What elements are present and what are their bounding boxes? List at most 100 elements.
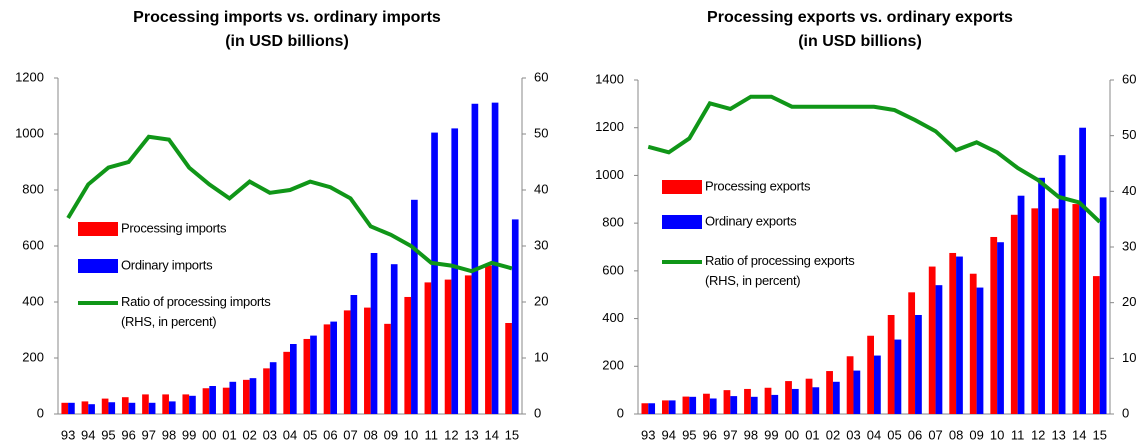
- x-tick-label: 05: [887, 427, 901, 442]
- x-tick-label: 97: [142, 427, 156, 442]
- bar: [997, 242, 1004, 414]
- bar: [1099, 197, 1107, 414]
- bar: [791, 388, 799, 414]
- bar: [689, 396, 697, 414]
- legend-label: Ordinary imports: [121, 257, 213, 272]
- bar: [867, 335, 874, 414]
- bar: [283, 351, 290, 414]
- bar: [310, 335, 317, 414]
- x-tick-label: 96: [121, 427, 135, 442]
- y-tick-label: 1200: [15, 69, 44, 84]
- bar: [1058, 155, 1066, 414]
- y2-tick-label: 10: [1122, 350, 1136, 365]
- x-tick-label: 05: [303, 427, 317, 442]
- x-tick-label: 11: [424, 427, 438, 442]
- x-tick-label: 14: [1072, 427, 1086, 442]
- bar: [471, 103, 479, 414]
- bar: [485, 265, 492, 414]
- bar: [290, 344, 297, 414]
- bar: [142, 394, 149, 414]
- legend-label: Processing exports: [705, 178, 811, 193]
- legend-swatch: [78, 222, 118, 236]
- bar: [491, 102, 499, 414]
- bar: [812, 387, 820, 414]
- x-tick-label: 10: [990, 427, 1004, 442]
- x-tick-label: 00: [202, 427, 216, 442]
- bar: [411, 199, 418, 414]
- legend-label: Ratio of processing imports (RHS, in perc…: [121, 294, 271, 329]
- x-tick-label: 99: [764, 427, 778, 442]
- y2-tick-label: 10: [534, 349, 548, 364]
- chart: Processing exports vs. ordinary exports (…: [595, 9, 1136, 442]
- bar: [61, 402, 69, 414]
- x-tick-label: 94: [662, 427, 676, 442]
- bar: [182, 394, 190, 414]
- bar: [444, 279, 452, 414]
- x-tick-label: 09: [384, 427, 398, 442]
- x-tick-label: 06: [323, 427, 337, 442]
- bar: [189, 395, 196, 414]
- y2-tick-label: 20: [1122, 294, 1136, 309]
- x-tick-label: 93: [641, 427, 655, 442]
- legend-label: Processing imports: [121, 220, 227, 235]
- y-tick-label: 400: [22, 293, 44, 308]
- x-tick-label: 04: [283, 427, 297, 442]
- y2-tick-label: 30: [534, 237, 548, 252]
- y-tick-label: 800: [22, 181, 44, 196]
- bar: [148, 402, 156, 414]
- bar: [343, 310, 351, 414]
- bar: [1017, 195, 1025, 414]
- bar: [805, 378, 813, 414]
- bar: [101, 398, 109, 414]
- bar: [384, 323, 391, 414]
- bar: [853, 370, 861, 414]
- bar: [269, 362, 277, 414]
- bar: [364, 307, 371, 414]
- y2-tick-label: 0: [1122, 405, 1129, 420]
- y2-tick-label: 50: [534, 125, 548, 140]
- x-tick-label: 93: [61, 427, 75, 442]
- x-tick-label: 95: [101, 427, 115, 442]
- x-tick-label: 04: [867, 427, 881, 442]
- bar: [350, 295, 358, 414]
- bar: [750, 396, 758, 414]
- bar: [976, 287, 984, 414]
- y2-tick-label: 40: [534, 181, 548, 196]
- bar: [88, 404, 95, 414]
- bar: [1051, 208, 1059, 414]
- y-tick-label: 0: [617, 405, 624, 420]
- y-tick-label: 1400: [595, 71, 624, 86]
- x-tick-label: 14: [485, 427, 499, 442]
- x-tick-label: 00: [785, 427, 799, 442]
- bar: [832, 381, 840, 414]
- y2-tick-label: 30: [1122, 238, 1136, 253]
- bar: [894, 339, 902, 414]
- bar: [242, 379, 250, 414]
- bar: [424, 282, 432, 414]
- x-tick-label: 13: [464, 427, 478, 442]
- bar: [390, 264, 398, 414]
- y-tick-label: 0: [37, 405, 44, 420]
- bar: [915, 314, 922, 414]
- bar: [1038, 177, 1045, 414]
- x-tick-label: 07: [343, 427, 357, 442]
- bar: [668, 400, 676, 414]
- bar: [928, 266, 936, 414]
- bar: [648, 403, 656, 414]
- bar: [826, 371, 833, 414]
- y-tick-label: 200: [22, 349, 44, 364]
- x-tick-label: 02: [242, 427, 256, 442]
- x-tick-label: 15: [505, 427, 519, 442]
- y-tick-label: 600: [602, 262, 624, 277]
- bar: [956, 256, 963, 414]
- bar: [969, 273, 977, 414]
- bar: [404, 296, 412, 414]
- bar: [263, 368, 270, 414]
- bar: [511, 219, 519, 414]
- bar: [209, 386, 216, 414]
- y-tick-label: 200: [602, 358, 624, 373]
- bar: [370, 253, 378, 414]
- x-tick-label: 02: [826, 427, 840, 442]
- bar: [846, 356, 854, 414]
- x-tick-label: 99: [182, 427, 196, 442]
